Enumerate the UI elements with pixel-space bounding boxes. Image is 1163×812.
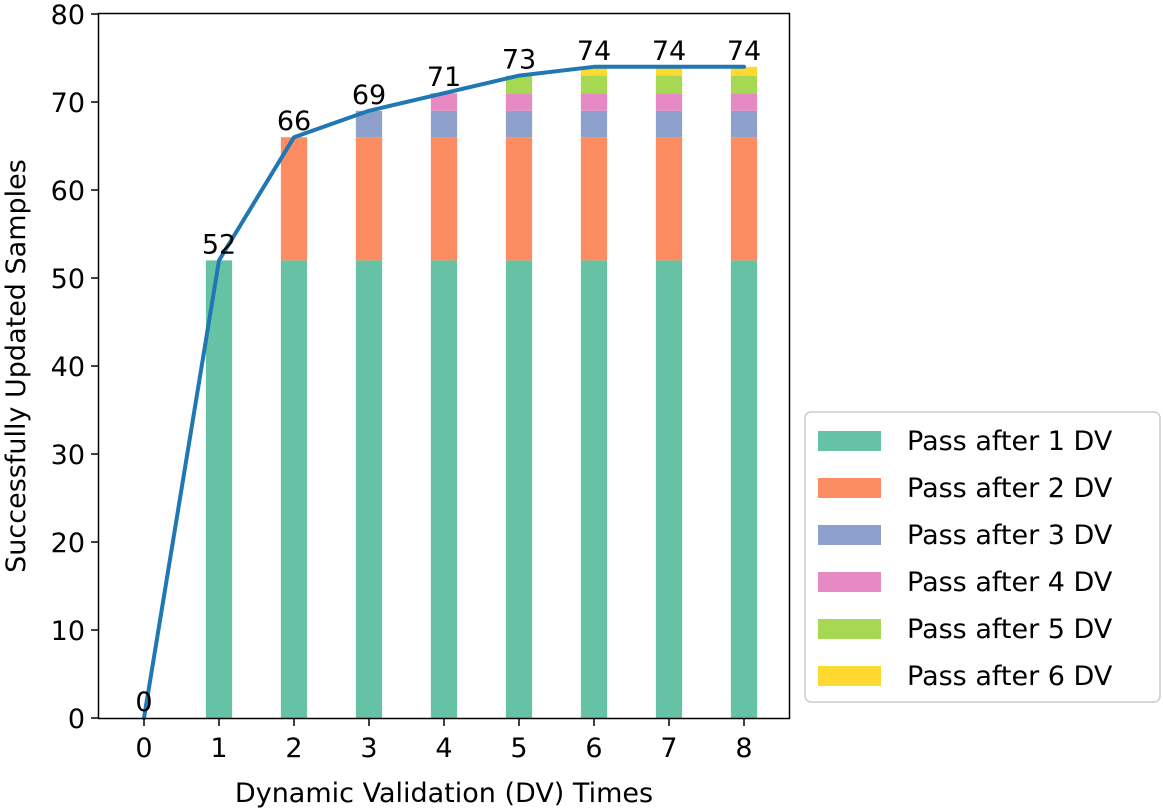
bar-x7-series2 (655, 137, 683, 261)
value-label-2: 66 (277, 106, 311, 137)
bar-x6-series4 (580, 93, 608, 111)
bar-x8-series2 (730, 137, 758, 261)
bar-x8-series5 (730, 75, 758, 94)
legend-label-4: Pass after 4 DV (907, 567, 1113, 598)
legend-swatch-4 (818, 572, 881, 592)
x-tick-label-3: 3 (360, 733, 377, 764)
bar-x8-series6 (730, 66, 758, 76)
x-tick-label-8: 8 (735, 733, 752, 764)
bar-x7-series5 (655, 75, 683, 94)
bar-x4-series3 (430, 110, 458, 138)
total-line-layer (142, 64, 746, 720)
bars-layer (205, 66, 758, 718)
x-tick-label-1: 1 (210, 733, 227, 764)
legend-label-3: Pass after 3 DV (907, 520, 1113, 551)
legend-swatch-1 (818, 431, 881, 451)
value-label-6: 74 (577, 36, 611, 67)
bar-x5-series3 (505, 110, 533, 138)
x-axis-label: Dynamic Validation (DV) Times (235, 778, 653, 809)
legend-frame (804, 411, 1161, 703)
legend-swatch-3 (818, 525, 881, 545)
bar-x6-series6 (580, 66, 608, 76)
bar-x1-series1 (205, 260, 233, 718)
bar-x7-series4 (655, 93, 683, 111)
bar-x2-series1 (280, 260, 308, 718)
legend-label-2: Pass after 2 DV (907, 473, 1113, 504)
y-tick-label-40: 40 (51, 352, 85, 383)
y-tick-label-50: 50 (51, 264, 85, 295)
legend-swatch-6 (818, 666, 881, 686)
y-tick-label-0: 0 (68, 704, 85, 735)
x-tick-label-6: 6 (585, 733, 602, 764)
legend: Pass after 1 DV Pass after 2 DV Pass after… (804, 411, 1161, 703)
bar-x7-series3 (655, 110, 683, 138)
y-axis: 0 10 20 30 40 50 60 70 80 (51, 0, 99, 735)
x-axis: 0 1 2 3 4 5 6 7 8 (135, 718, 753, 764)
y-tick-label-30: 30 (51, 440, 85, 471)
y-tick-label-60: 60 (51, 176, 85, 207)
bar-x6-series3 (580, 110, 608, 138)
x-tick-label-2: 2 (285, 733, 302, 764)
bar-x5-series5 (505, 75, 533, 94)
legend-swatch-2 (818, 478, 881, 498)
value-label-0: 0 (135, 687, 152, 718)
value-label-3: 69 (352, 80, 386, 111)
bar-x6-series5 (580, 75, 608, 94)
bar-x5-series4 (505, 93, 533, 111)
total-line (142, 64, 746, 720)
bar-x4-series1 (430, 260, 458, 718)
x-tick-label-7: 7 (660, 733, 677, 764)
y-tick-label-70: 70 (51, 88, 85, 119)
bar-x5-series1 (505, 260, 533, 718)
legend-label-6: Pass after 6 DV (907, 661, 1113, 692)
legend-label-1: Pass after 1 DV (907, 426, 1113, 457)
x-tick-label-5: 5 (510, 733, 527, 764)
value-labels-layer: 0 52 66 69 71 73 74 74 74 (135, 36, 761, 718)
value-label-7: 74 (652, 36, 686, 67)
bar-x6-series1 (580, 260, 608, 718)
bar-x8-series4 (730, 93, 758, 111)
legend-label-5: Pass after 5 DV (907, 614, 1113, 645)
y-tick-label-10: 10 (51, 616, 85, 647)
bar-x6-series2 (580, 137, 608, 261)
value-label-4: 71 (427, 62, 461, 93)
x-tick-label-0: 0 (135, 733, 152, 764)
bar-x4-series4 (430, 93, 458, 111)
legend-swatch-5 (818, 619, 881, 639)
bar-x7-series1 (655, 260, 683, 718)
bar-x7-series6 (655, 66, 683, 76)
y-axis-label: Successfully Updated Samples (1, 159, 32, 573)
bar-x3-series2 (355, 137, 383, 261)
bar-x3-series1 (355, 260, 383, 718)
bar-x8-series3 (730, 110, 758, 138)
bar-x8-series1 (730, 260, 758, 718)
value-label-1: 52 (202, 229, 236, 260)
y-tick-label-20: 20 (51, 528, 85, 559)
bar-x4-series2 (430, 137, 458, 261)
bar-x2-series2 (280, 137, 308, 261)
x-tick-label-4: 4 (435, 733, 452, 764)
y-tick-label-80: 80 (51, 0, 85, 31)
value-label-5: 73 (502, 45, 536, 76)
value-label-8: 74 (727, 36, 761, 67)
bar-x5-series2 (505, 137, 533, 261)
